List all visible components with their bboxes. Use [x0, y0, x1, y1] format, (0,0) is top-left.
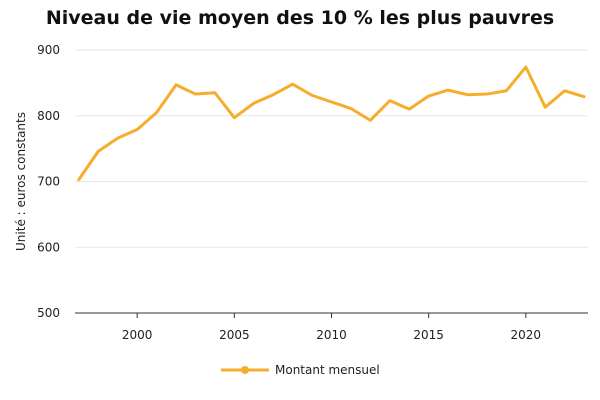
y-tick-label: 900 — [37, 43, 60, 57]
gridlines — [75, 49, 588, 248]
x-tick-label: 2020 — [511, 328, 542, 342]
x-axis-ticks: 2000 2005 2010 2015 2020 — [122, 313, 541, 342]
x-tick-label: 2005 — [219, 328, 250, 342]
y-tick-label: 600 — [37, 240, 60, 254]
y-tick-label: 800 — [37, 109, 60, 123]
y-tick-label: 500 — [37, 306, 60, 320]
legend-marker — [241, 366, 249, 374]
legend: Montant mensuel — [221, 363, 380, 377]
chart-title: Niveau de vie moyen des 10 % les plus pa… — [45, 7, 555, 29]
x-tick-label: 2015 — [413, 328, 444, 342]
y-axis-ticks: 500 600 700 800 900 — [37, 43, 60, 320]
series-line-0 — [77, 65, 586, 182]
x-tick-label: 2000 — [122, 328, 153, 342]
series-group — [77, 65, 586, 182]
y-axis-label: Unité : euros constants — [14, 112, 28, 251]
x-tick-label: 2010 — [316, 328, 347, 342]
y-tick-label: 700 — [37, 175, 60, 189]
legend-label: Montant mensuel — [275, 363, 380, 377]
